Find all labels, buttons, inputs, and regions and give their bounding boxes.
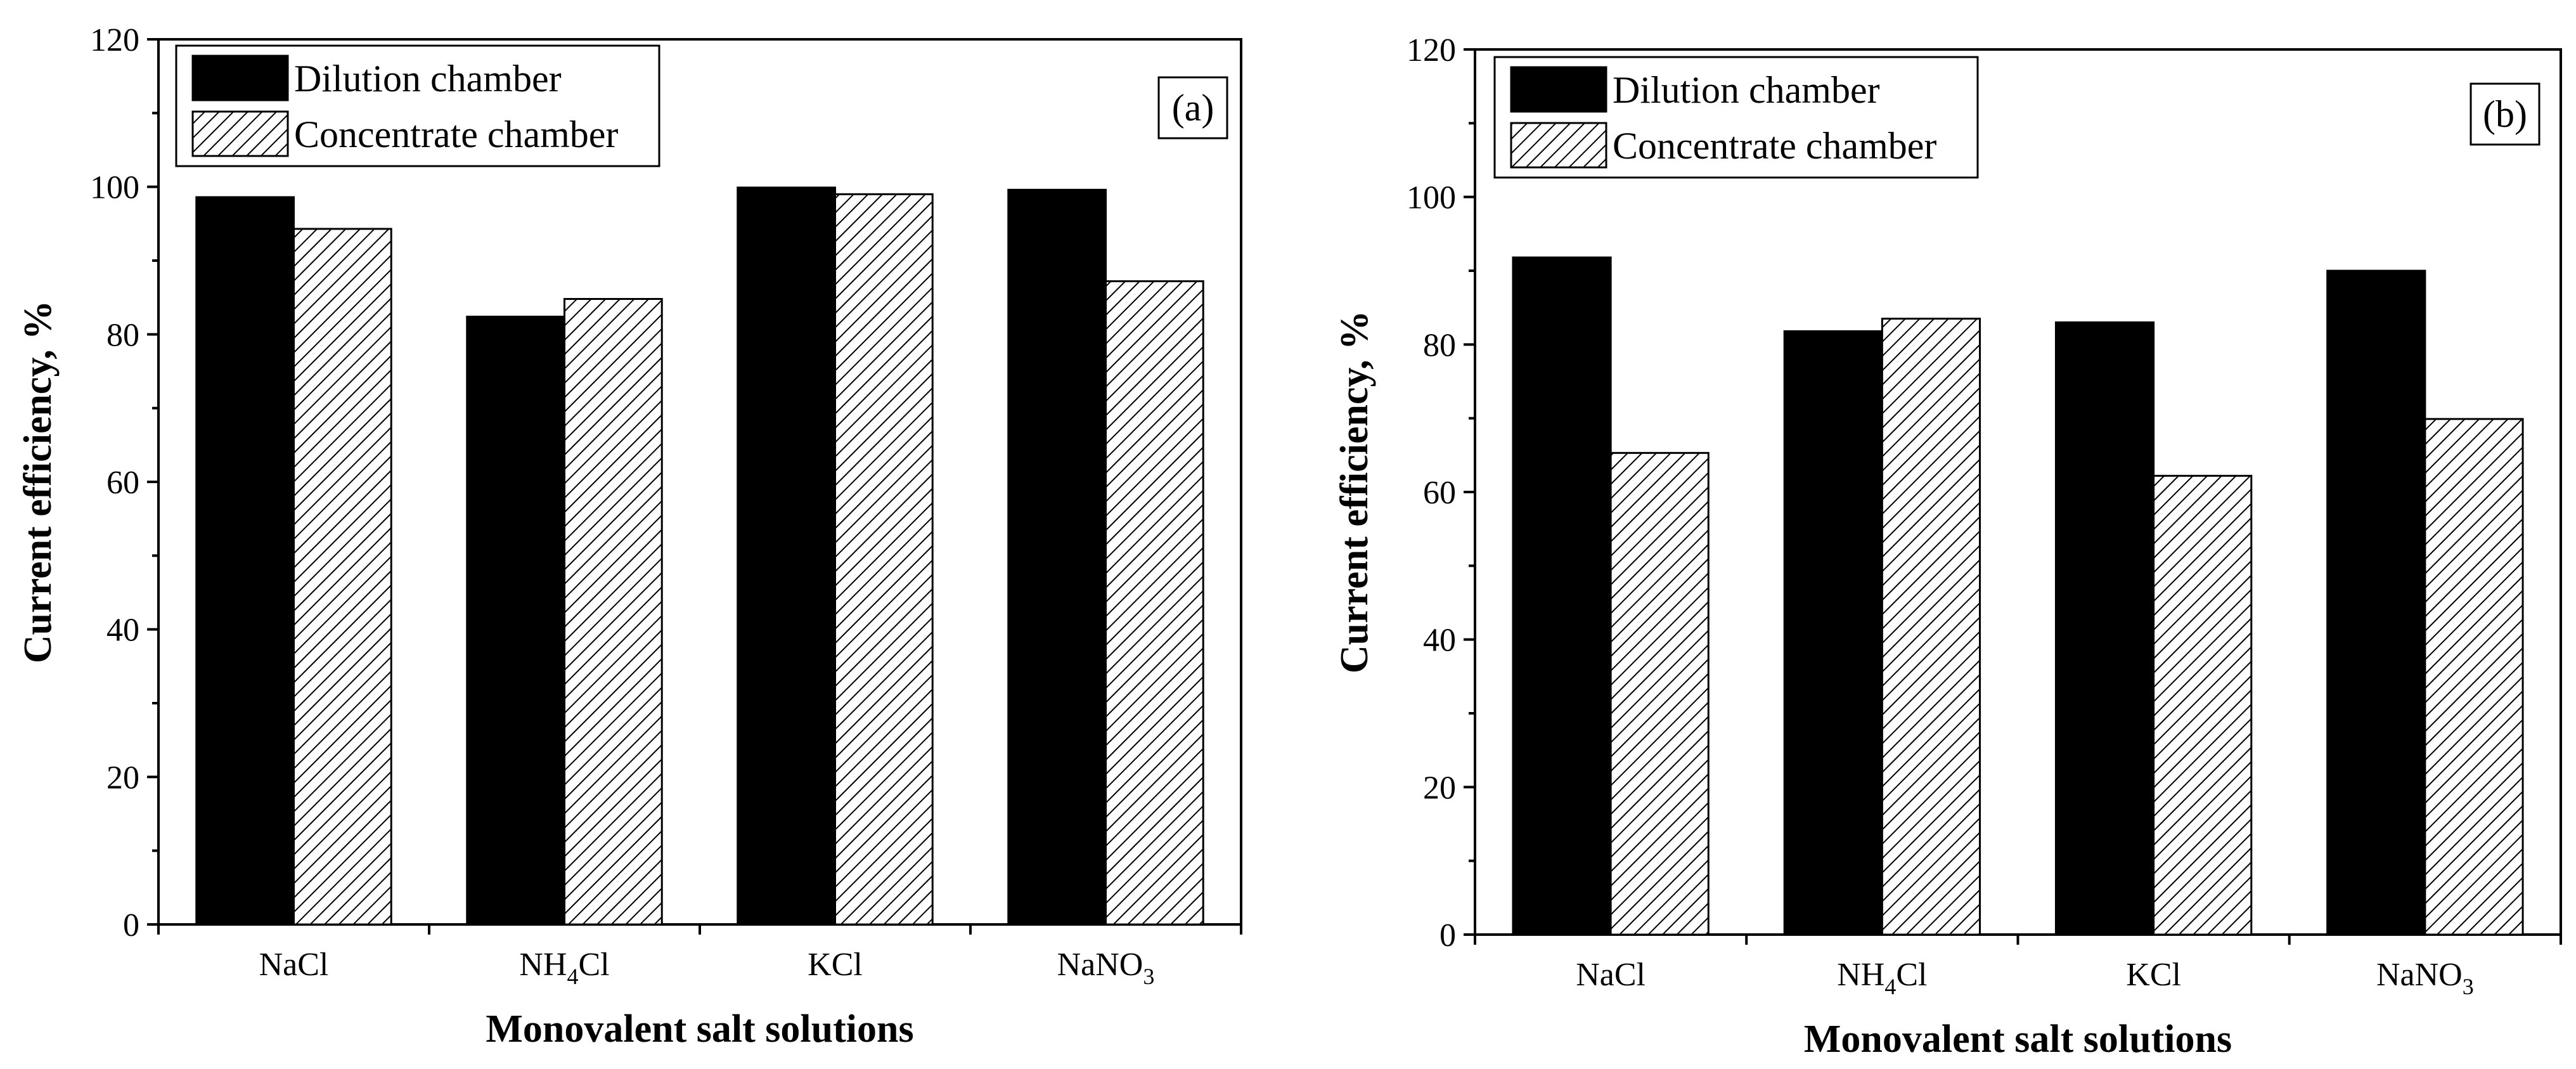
bar-concentrate-kcl [2153, 474, 2253, 936]
x-tick-label-base: NH [519, 947, 567, 983]
y-tick-label: 120 [90, 22, 139, 58]
y-tick-label: 100 [90, 170, 139, 206]
y-tick-label: 80 [1423, 327, 1456, 363]
bar-dilution-kcl [737, 186, 837, 926]
x-tick-label-base: NaCl [1576, 957, 1645, 993]
panel-tag-box [2470, 82, 2541, 146]
bar-concentrate-nh4cl [1881, 318, 1981, 936]
x-tick-label-subscript: 3 [1143, 964, 1154, 989]
bar-concentrate-nh4cl [564, 297, 663, 926]
y-tick-label: 100 [1407, 180, 1456, 216]
bar-dilution-nacl [195, 196, 295, 926]
x-tick-label-tail: Cl [1896, 957, 1927, 993]
bar-concentrate-nano3 [2424, 418, 2524, 936]
legend-swatch-concentrate [1510, 122, 1607, 169]
y-tick-label: 0 [123, 907, 139, 943]
y-tick-label: 20 [106, 760, 139, 796]
chart-panel-a: 0 20 40 60 80 100 120 NaCl NH4Cl KCl NaNO3 Monovale… [16, 22, 1242, 1051]
bar-dilution-nh4cl [466, 315, 566, 926]
legend-swatch-dilution [1510, 66, 1607, 113]
bar-concentrate-nacl [1609, 451, 1710, 936]
legend-swatch-concentrate [191, 110, 289, 157]
x-tick-label-subscript: 4 [1884, 974, 1896, 999]
x-tick-label: KCl [2126, 957, 2181, 993]
bar-concentrate-nacl [293, 228, 392, 926]
bar-dilution-nh4cl [1783, 330, 1883, 936]
legend-label-dilution: Dilution chamber [294, 58, 562, 100]
x-tick-label-subscript: 3 [2463, 974, 2474, 999]
x-tick-label: NaNO3 [2376, 957, 2474, 999]
x-tick-label: KCl [808, 947, 863, 983]
y-tick-label: 60 [1423, 475, 1456, 511]
y-tick-label: 120 [1407, 32, 1456, 68]
y-tick-label: 40 [1423, 623, 1456, 659]
bar-dilution-nacl [1512, 256, 1612, 936]
x-tick-label: NH4Cl [519, 947, 609, 989]
bar-concentrate-nano3 [1105, 280, 1204, 926]
legend-label-concentrate: Concentrate chamber [1613, 125, 1936, 167]
panel-tag-a: (a) [1172, 87, 1214, 129]
legend-label-concentrate: Concentrate chamber [294, 113, 618, 155]
y-tick-label: 40 [106, 612, 139, 649]
x-tick-label-base: NaNO [2376, 957, 2463, 993]
x-tick-label: NH4Cl [1837, 957, 1927, 999]
chart-panel-b: 0 20 40 60 80 100 120 NaCl NH4Cl KCl NaNO3 Monovale… [1333, 32, 2562, 1061]
bar-dilution-nano3 [2326, 269, 2426, 936]
x-tick-label-base: NaNO [1057, 947, 1143, 983]
panel-tag-b: (b) [2483, 93, 2527, 135]
x-tick-label-base: NaCl [259, 947, 329, 983]
y-tick-label: 80 [106, 317, 139, 353]
bar-dilution-nano3 [1007, 188, 1107, 926]
x-tick-label: NaCl [259, 947, 329, 983]
x-tick-label-subscript: 4 [567, 964, 578, 989]
x-axis-title: Monovalent salt solutions [1804, 1018, 2232, 1061]
x-tick-label-base: NH [1837, 957, 1884, 993]
y-tick-label: 60 [106, 465, 139, 501]
panel-tag-box [1157, 76, 1228, 139]
x-tick-label-base: KCl [808, 947, 863, 983]
x-tick-label-tail: Cl [578, 947, 609, 983]
y-axis-title: Current efficiency, % [1333, 311, 1376, 673]
legend-swatch-dilution [191, 55, 289, 101]
x-tick-label: NaCl [1576, 957, 1645, 993]
bar-concentrate-kcl [834, 193, 934, 926]
y-axis-title: Current efficiency, % [16, 301, 60, 663]
y-tick-label: 20 [1423, 770, 1456, 806]
x-tick-label-base: KCl [2126, 957, 2181, 993]
x-axis-title: Monovalent salt solutions [486, 1007, 913, 1051]
legend-label-dilution: Dilution chamber [1613, 69, 1880, 111]
x-tick-label: NaNO3 [1057, 947, 1155, 989]
y-tick-label: 0 [1439, 917, 1456, 954]
bar-dilution-kcl [2054, 321, 2155, 936]
